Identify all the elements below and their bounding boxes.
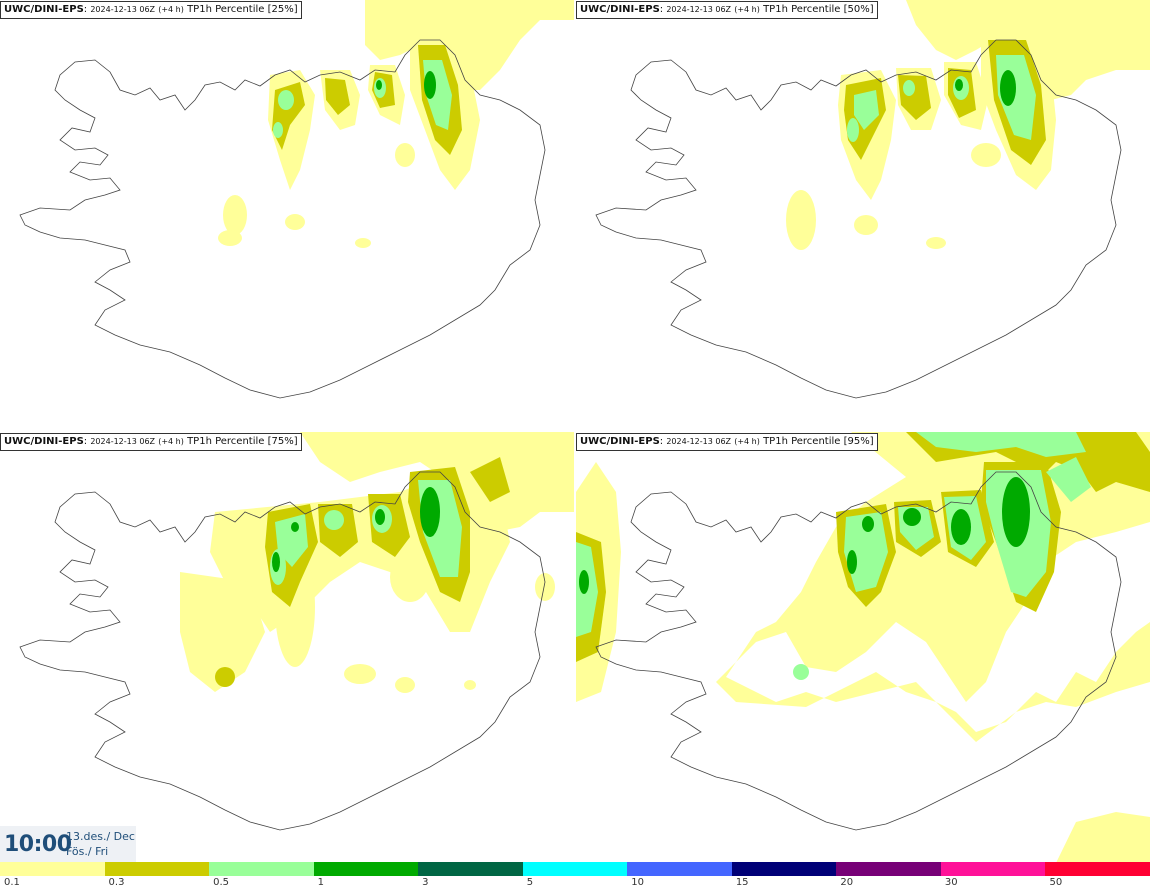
model-name: UWC/DINI-EPS <box>580 4 660 15</box>
legend-color-swatch <box>313 862 419 876</box>
legend-tick-label: 0.3 <box>108 877 125 888</box>
valid-date: 13.des./ Dec <box>66 830 135 843</box>
field-name: TP1h Percentile [95%] <box>763 436 874 447</box>
init-time: 2024-12-13 06Z <box>666 5 732 14</box>
valid-time-box: 10:00 13.des./ Dec Fös./ Fri <box>0 826 136 862</box>
legend-color-swatch <box>418 862 523 876</box>
legend-tick-label: 5 <box>526 877 534 888</box>
map-panel-p25: UWC/DINI-EPS: 2024-12-13 06Z (+4 h) TP1h… <box>0 0 574 431</box>
legend-tick-label: 0.5 <box>213 877 229 888</box>
legend-tick-label: 10 <box>631 877 644 888</box>
legend-tick-label: 1 <box>317 877 324 888</box>
panel-title: UWC/DINI-EPS: 2024-12-13 06Z (+4 h) TP1h… <box>576 433 878 451</box>
valid-time: 10:00 <box>4 832 72 857</box>
legend-tick-label: 15 <box>735 877 749 888</box>
precip-map-p25 <box>19 0 574 399</box>
panel-title: UWC/DINI-EPS: 2024-12-13 06Z (+4 h) TP1h… <box>576 1 878 19</box>
precip-map-p50 <box>595 0 1150 399</box>
panel-title: UWC/DINI-EPS: 2024-12-13 06Z (+4 h) TP1h… <box>0 433 302 451</box>
color-bar-ticks: 0.1 0.3 0.5 1 3 5 10 15 20 30 50 <box>0 876 1150 891</box>
lead-time: (+4 h) <box>158 437 184 446</box>
lead-time: (+4 h) <box>734 5 760 14</box>
valid-weekday: Fös./ Fri <box>66 845 109 858</box>
legend-color-swatch <box>940 862 1046 876</box>
map-panel-p95: UWC/DINI-EPS: 2024-12-13 06Z (+4 h) TP1h… <box>576 432 1150 863</box>
legend-color-swatch <box>0 862 105 876</box>
legend-tick-label: 50 <box>1049 877 1063 888</box>
field-name: TP1h Percentile [75%] <box>187 436 298 447</box>
field-name: TP1h Percentile [25%] <box>187 4 298 15</box>
field-name: TP1h Percentile [50%] <box>763 4 874 15</box>
map-panel-p75: UWC/DINI-EPS: 2024-12-13 06Z (+4 h) TP1h… <box>0 432 574 863</box>
lead-time: (+4 h) <box>734 437 760 446</box>
legend-color-swatch <box>731 862 837 876</box>
legend-tick-label: 3 <box>422 877 429 888</box>
legend-color-swatch <box>627 862 732 876</box>
lead-time: (+4 h) <box>158 5 184 14</box>
legend-color-swatch <box>522 862 628 876</box>
map-panel-p50: UWC/DINI-EPS: 2024-12-13 06Z (+4 h) TP1h… <box>576 0 1150 431</box>
init-time: 2024-12-13 06Z <box>90 5 156 14</box>
init-time: 2024-12-13 06Z <box>90 437 156 446</box>
legend-color-swatch <box>1045 862 1150 876</box>
legend-tick-label: 30 <box>944 877 958 888</box>
legend-color-swatch <box>104 862 210 876</box>
panel-title: UWC/DINI-EPS: 2024-12-13 06Z (+4 h) TP1h… <box>0 1 302 19</box>
model-name: UWC/DINI-EPS <box>580 436 660 447</box>
precip-map-p75 <box>19 432 574 831</box>
model-name: UWC/DINI-EPS <box>4 4 84 15</box>
legend-color-swatch <box>836 862 941 876</box>
init-time: 2024-12-13 06Z <box>666 437 732 446</box>
legend-tick-label: 0.1 <box>4 877 20 888</box>
color-bar <box>0 862 1150 876</box>
legend-tick-label: 20 <box>840 877 854 888</box>
legend-color-swatch <box>209 862 314 876</box>
precip-map-p95 <box>576 432 1150 863</box>
model-name: UWC/DINI-EPS <box>4 436 84 447</box>
